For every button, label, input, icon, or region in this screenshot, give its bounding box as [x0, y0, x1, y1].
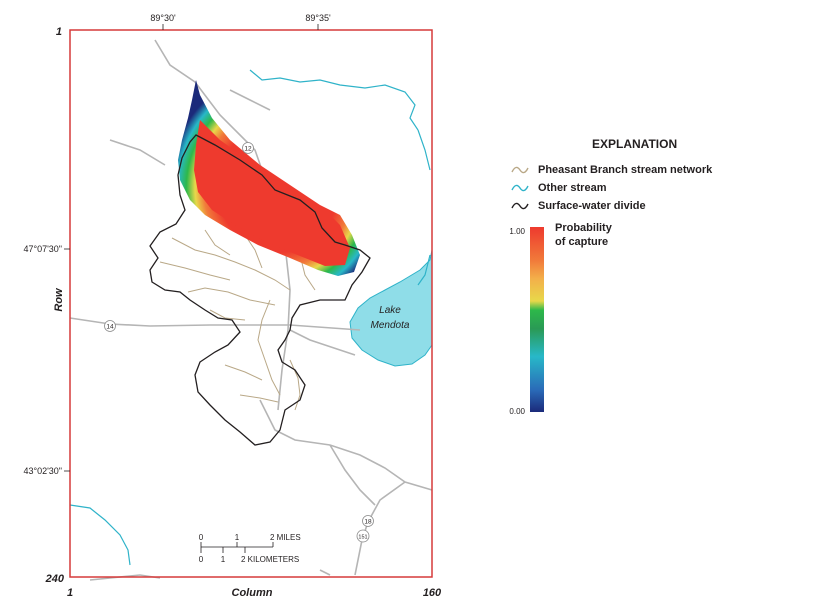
legend-title: EXPLANATION — [592, 137, 677, 151]
scale-km-2: 2 KILOMETERS — [241, 555, 299, 564]
column-end-label: 160 — [423, 587, 442, 599]
route-151-label: 151 — [358, 535, 367, 541]
legend: EXPLANATION Pheasant Branch stream netwo… — [509, 137, 713, 416]
lake-label-line2: Mendota — [371, 320, 410, 331]
scale-miles-1: 1 — [235, 533, 240, 542]
scale-miles-2: 2 MILES — [270, 533, 301, 542]
colorbar-title-line1: Probability — [555, 222, 613, 234]
other-streams — [69, 69, 431, 566]
row-axis-label: Row — [53, 287, 65, 312]
legend-item-divide: Surface-water divide — [538, 200, 646, 212]
probability-colorbar — [530, 227, 544, 412]
scale-km-0: 0 — [199, 555, 204, 564]
legend-item-other-stream: Other stream — [538, 182, 607, 194]
left-coord-1: 47°07'30" — [23, 244, 62, 254]
route-18-shield: 18 — [362, 515, 374, 527]
legend-item-pheasant: Pheasant Branch stream network — [538, 164, 713, 176]
route-shields: 12 14 18 151 — [104, 142, 374, 543]
route-14-shield: 14 — [104, 320, 116, 332]
colorbar-max-label: 1.00 — [509, 227, 525, 236]
row-start-label: 1 — [56, 26, 62, 38]
top-coord-1: 89°30' — [150, 13, 176, 23]
scale-km-1: 1 — [221, 555, 226, 564]
top-coord-2: 89°35' — [305, 13, 331, 23]
route-12-shield: 12 — [242, 142, 254, 154]
row-end-label: 240 — [45, 573, 65, 585]
scale-miles-0: 0 — [199, 533, 204, 542]
colorbar-min-label: 0.00 — [509, 407, 525, 416]
route-18-label: 18 — [364, 519, 372, 526]
column-start-label: 1 — [67, 587, 73, 599]
map-frame — [69, 29, 433, 578]
scale-bar: 0 1 2 MILES 0 1 2 KILOMETERS — [199, 533, 301, 564]
lake-label-line1: Lake — [379, 305, 401, 316]
route-151-shield: 151 — [356, 529, 370, 543]
route-12-label: 12 — [244, 146, 252, 153]
left-coord-2: 43°02'30" — [23, 466, 62, 476]
column-axis-label: Column — [232, 587, 273, 599]
pheasant-branch-swatch — [511, 166, 529, 174]
surface-water-divide — [149, 134, 371, 446]
divide-swatch — [511, 202, 529, 210]
route-14-label: 14 — [106, 324, 114, 331]
other-stream-swatch — [511, 184, 529, 192]
colorbar-title-line2: of capture — [555, 236, 608, 248]
